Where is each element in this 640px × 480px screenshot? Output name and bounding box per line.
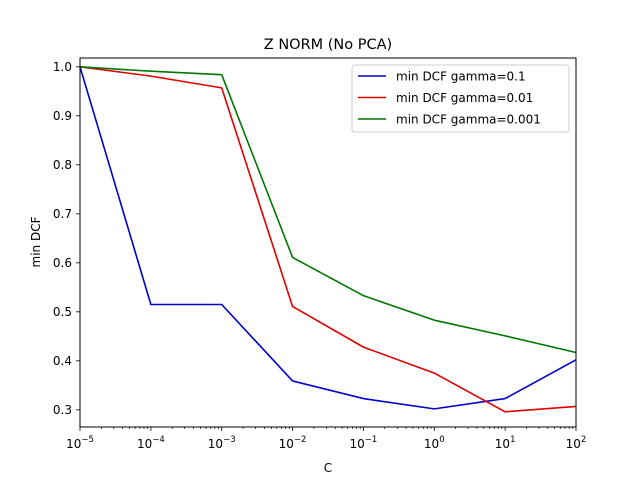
x-tick-label: 10−5 bbox=[66, 435, 94, 451]
x-tick-label: 101 bbox=[495, 435, 516, 451]
series-line-0 bbox=[79, 66, 577, 410]
legend-box bbox=[351, 64, 570, 133]
series-line-1 bbox=[79, 66, 577, 413]
legend: min DCF gamma=0.1 min DCF gamma=0.01 min D… bbox=[351, 64, 570, 133]
y-tick-label: 0.4 bbox=[53, 354, 72, 368]
y-tick-label: 0.7 bbox=[53, 207, 72, 221]
y-tick-label: 0.5 bbox=[53, 305, 72, 319]
x-tick-label: 10−4 bbox=[137, 435, 165, 451]
x-axis-label: C bbox=[324, 461, 332, 475]
legend-label-2: min DCF gamma=0.001 bbox=[396, 113, 541, 127]
legend-label-0: min DCF gamma=0.1 bbox=[396, 70, 526, 84]
y-tick-label: 0.9 bbox=[53, 109, 72, 123]
chart-title: Z NORM (No PCA) bbox=[264, 37, 392, 53]
x-tick-label: 10−1 bbox=[350, 435, 378, 451]
y-tick-label: 0.3 bbox=[53, 403, 72, 417]
y-axis: 0.3 0.4 0.5 0.6 0.7 0.8 0.9 1.0 bbox=[53, 60, 80, 417]
x-tick-label: 100 bbox=[424, 435, 445, 451]
x-axis: 10−5 10−4 10−3 10−2 10−1 100 101 102 bbox=[66, 427, 586, 451]
y-axis-label: min DCF bbox=[29, 216, 43, 267]
y-tick-label: 0.6 bbox=[53, 256, 72, 270]
series-line-2 bbox=[79, 66, 577, 354]
x-tick-label: 10−2 bbox=[279, 435, 307, 451]
y-tick-label: 1.0 bbox=[53, 60, 72, 74]
series-layer bbox=[79, 66, 577, 413]
x-tick-label: 10−3 bbox=[208, 435, 236, 451]
x-tick-label: 102 bbox=[566, 435, 587, 451]
plot-frame bbox=[79, 57, 577, 428]
y-tick-label: 0.8 bbox=[53, 158, 72, 172]
legend-label-1: min DCF gamma=0.01 bbox=[396, 91, 533, 105]
